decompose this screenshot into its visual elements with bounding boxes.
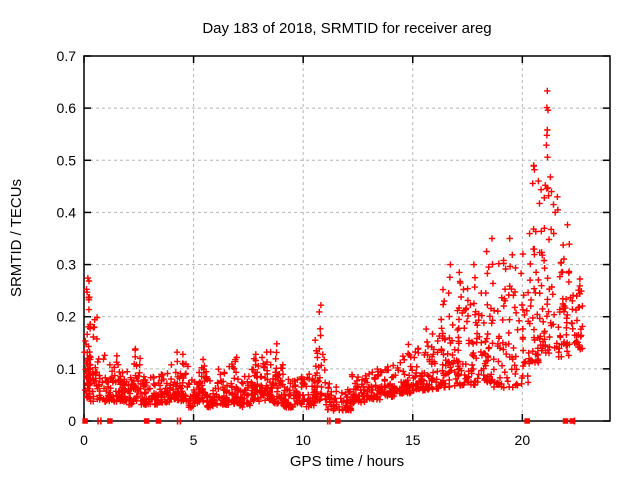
x-tick-label: 5 <box>190 432 198 448</box>
x-tick-label: 0 <box>80 432 88 448</box>
zero-value-square-marker <box>335 418 341 424</box>
y-tick-label: 0.7 <box>57 48 77 64</box>
chart-title: Day 183 of 2018, SRMTID for receiver are… <box>202 20 491 37</box>
data-point-markers <box>81 87 586 414</box>
y-tick-label: 0.2 <box>57 309 77 325</box>
plot-border-and-ticks <box>83 55 611 422</box>
zero-value-square-marker <box>107 418 113 424</box>
scatter-points <box>81 87 586 425</box>
y-tick-label: 0 <box>68 413 76 429</box>
tick-labels: 0 5 10 15 20 0 0.1 0.2 0.3 0.4 0.5 0.6 0.7 <box>57 48 531 448</box>
y-axis-label: SRMTID / TECUs <box>8 179 25 297</box>
y-tick-label: 0.3 <box>57 257 77 273</box>
grid-lines <box>84 56 610 421</box>
y-tick-label: 0.6 <box>57 100 77 116</box>
zero-value-square-marker <box>524 418 530 424</box>
zero-value-square-marker <box>562 418 569 424</box>
zero-value-square-marker <box>143 418 150 424</box>
y-tick-label: 0.1 <box>57 361 77 377</box>
x-tick-label: 20 <box>515 432 531 448</box>
zero-value-square-marker <box>155 418 162 424</box>
x-tick-label: 10 <box>295 432 311 448</box>
plot-border <box>83 55 611 422</box>
x-axis-label: GPS time / hours <box>290 453 404 470</box>
x-tick-label: 15 <box>405 432 421 448</box>
y-tick-label: 0.4 <box>57 204 77 220</box>
zero-value-square-marker <box>82 418 88 424</box>
y-tick-label: 0.5 <box>57 152 77 168</box>
zero-value-square-marker <box>569 418 576 424</box>
